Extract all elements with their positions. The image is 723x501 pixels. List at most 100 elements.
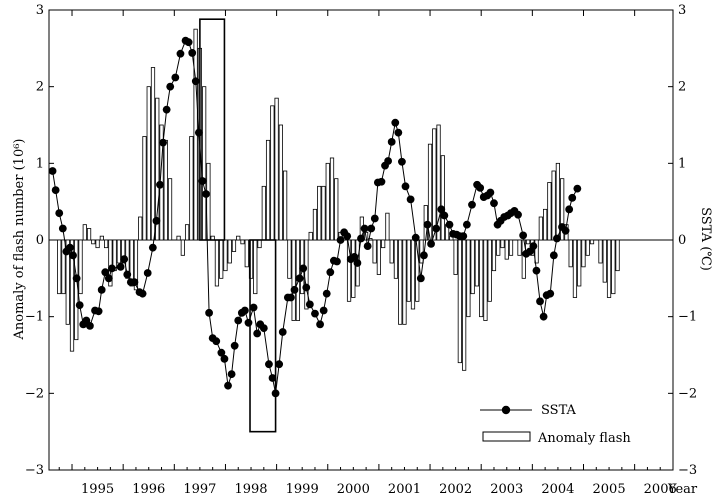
flash-bar: [265, 139, 271, 241]
ssta-point: [406, 195, 415, 204]
flash-bar: [406, 239, 411, 302]
ssta-point: [553, 234, 561, 243]
flash-bar: [176, 235, 181, 241]
flash-bar: [312, 208, 318, 241]
y-tick-label-right: −2: [678, 386, 697, 401]
ssta-point: [253, 329, 262, 338]
ssta-point: [224, 381, 232, 390]
flash-bar: [457, 239, 462, 364]
ssta-point: [230, 341, 239, 350]
flash-bar: [329, 157, 335, 241]
legend-ssta-marker: [501, 405, 511, 415]
flash-bar: [410, 239, 416, 310]
y-tick-label-right: 1: [678, 156, 686, 171]
flash-bar: [432, 128, 437, 241]
ssta-point: [549, 251, 558, 260]
flash-bar: [393, 239, 399, 279]
flash-bar: [325, 162, 330, 241]
flash-bar: [150, 67, 156, 241]
flash-bar: [598, 239, 603, 264]
ssta-point: [120, 255, 129, 264]
ssta-point: [326, 268, 335, 277]
x-tick-label: 1999: [286, 482, 319, 497]
ssta-point: [156, 180, 164, 189]
flash-bar: [142, 136, 147, 241]
ssta-point: [241, 306, 249, 315]
flash-bar: [419, 239, 424, 264]
flash-bar: [615, 239, 620, 272]
y-tick-label-right: −1: [678, 310, 697, 325]
ssta-point: [529, 242, 538, 251]
flash-bar: [257, 239, 262, 249]
flash-bar: [351, 239, 356, 298]
flash-bar: [491, 239, 497, 272]
flash-bar: [304, 239, 309, 310]
flash-bar: [240, 239, 245, 245]
ssta-point: [311, 309, 319, 318]
y-tick-label-right: 2: [678, 80, 686, 95]
axis-tick-labels: −3 −3 −2 −2 −1 −1 0 0 1 1 2 2 3 3 1995 1996 1997 1998 1999…: [25, 3, 697, 497]
ssta-point: [432, 224, 441, 233]
ssta-point: [86, 321, 94, 330]
ssta-point: [384, 157, 393, 165]
ssta-point: [377, 177, 386, 186]
ssta-point: [130, 278, 139, 287]
ssta-point: [143, 269, 152, 277]
ssta-point: [394, 128, 403, 137]
flash-bar: [543, 208, 548, 241]
ssta-point: [104, 274, 113, 283]
flash-bar: [372, 239, 377, 264]
x-tick-label: 1995: [81, 482, 114, 497]
legend-ssta-label: SSTA: [541, 403, 577, 418]
flash-bar: [146, 86, 151, 241]
flash-bar: [61, 239, 66, 295]
ssta-point: [268, 374, 277, 382]
ssta-point: [66, 243, 74, 252]
flash-bar: [389, 239, 394, 264]
ssta-point: [423, 220, 432, 229]
flash-bar: [65, 239, 70, 325]
flash-bar: [538, 216, 543, 241]
ssta-point: [427, 239, 435, 248]
flash-bar: [287, 239, 292, 279]
x-tick-label: 1997: [183, 482, 216, 497]
ssta-point: [514, 210, 522, 219]
ssta-point: [391, 118, 400, 127]
flash-bar: [283, 170, 288, 241]
flash-bar: [253, 239, 258, 295]
ssta-point: [51, 186, 60, 195]
flash-bar: [69, 239, 75, 352]
ssta-point: [278, 328, 287, 336]
y-tick-label-right: 3: [678, 3, 686, 18]
flash-anomaly-bars: [57, 28, 620, 371]
x-tick-label: 1998: [234, 482, 267, 497]
flash-bar: [440, 155, 445, 241]
flash-bar: [57, 239, 62, 295]
flash-bar: [551, 170, 556, 241]
flash-bar: [270, 105, 275, 241]
flash-bar: [500, 239, 505, 249]
axis-ticks: [49, 9, 673, 471]
flash-bar: [231, 239, 237, 252]
ssta-point: [387, 137, 396, 146]
flash-bar: [581, 239, 586, 268]
ssta-point: [336, 236, 345, 244]
ssta-point: [138, 289, 147, 298]
ssta-point: [462, 220, 471, 229]
flash-bar: [108, 239, 113, 287]
ssta-point: [171, 73, 180, 82]
x-tick-label: 2003: [490, 482, 523, 497]
ssta-point: [275, 360, 284, 369]
y-tick-label-left: 0: [36, 233, 44, 248]
flash-bar: [466, 239, 471, 318]
ssta-point: [445, 220, 454, 229]
ssta-point: [244, 318, 253, 327]
ssta-point: [162, 105, 171, 114]
x-tick-label: 2002: [439, 482, 472, 497]
flash-bar: [104, 239, 109, 249]
flash-bar: [470, 239, 475, 295]
flash-bar: [236, 235, 241, 241]
flash-bar: [308, 231, 313, 241]
ssta-point: [561, 226, 570, 235]
ssta-point: [148, 243, 157, 252]
